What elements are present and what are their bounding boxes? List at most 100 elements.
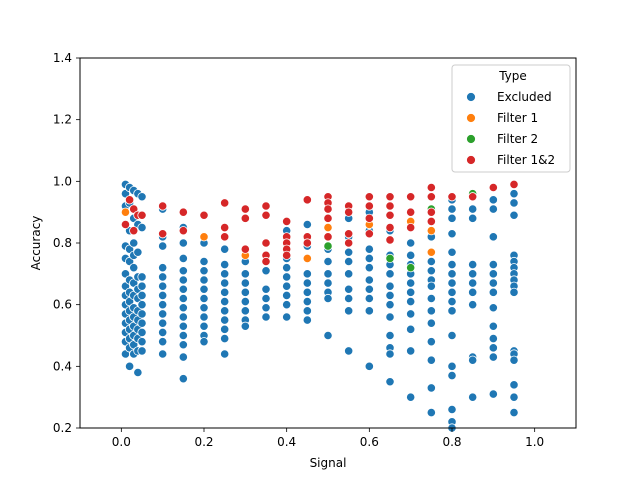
point-excluded-188 (406, 287, 416, 297)
point-filter-1-3 (302, 253, 312, 264)
point-excluded-113 (220, 333, 230, 344)
x-tick-label-2: 0.4 (277, 435, 296, 449)
point-excluded-69 (158, 263, 168, 273)
point-filter-1-2-46 (385, 222, 395, 233)
point-excluded-192 (406, 346, 416, 356)
point-filter-1-8 (426, 247, 436, 257)
point-excluded-70 (158, 272, 168, 282)
point-excluded-55 (137, 192, 147, 202)
legend-box (451, 64, 571, 173)
point-excluded-123 (261, 266, 271, 276)
y-tick-label-4: 1.0 (53, 174, 72, 188)
point-excluded-261 (509, 392, 519, 402)
point-excluded-92 (178, 374, 188, 384)
point-filter-1-2-45 (385, 210, 395, 220)
point-excluded-145 (323, 256, 333, 267)
point-excluded-196 (426, 266, 436, 276)
point-filter-1-2-44 (385, 201, 395, 211)
point-filter-1-2-41 (364, 213, 374, 223)
point-excluded-65 (137, 346, 147, 356)
point-excluded-75 (158, 318, 168, 328)
point-excluded-155 (344, 269, 354, 279)
point-excluded-133 (282, 290, 292, 301)
point-excluded-220 (447, 404, 457, 415)
point-excluded-237 (488, 259, 498, 270)
point-excluded-158 (344, 306, 354, 316)
point-filter-1-2-7 (158, 229, 168, 239)
point-excluded-229 (468, 287, 478, 297)
point-filter-1-2-26 (282, 250, 292, 260)
point-excluded-217 (447, 330, 457, 341)
point-excluded-147 (323, 278, 333, 288)
point-excluded-118 (240, 287, 250, 297)
y-tick-label-0: 0.2 (53, 421, 72, 435)
y-tick-label-3: 0.8 (53, 236, 72, 250)
point-excluded-242 (488, 321, 498, 331)
point-excluded-165 (364, 275, 374, 285)
point-excluded-139 (302, 278, 312, 288)
point-excluded-190 (406, 309, 416, 319)
legend-label-filter-1: Filter 1 (497, 111, 538, 125)
point-excluded-122 (240, 321, 250, 331)
point-excluded-168 (364, 306, 374, 316)
point-filter-1-2-27 (302, 195, 312, 205)
point-excluded-200 (426, 306, 436, 316)
point-excluded-210 (447, 247, 457, 257)
point-excluded-191 (406, 324, 416, 334)
point-excluded-78 (158, 349, 168, 359)
point-excluded-97 (199, 284, 209, 294)
point-excluded-202 (426, 337, 436, 347)
point-excluded-178 (385, 330, 395, 341)
point-excluded-28 (125, 361, 135, 371)
point-excluded-141 (302, 296, 312, 307)
point-excluded-232 (468, 355, 478, 365)
point-excluded-71 (158, 281, 168, 291)
point-excluded-138 (302, 269, 312, 279)
point-excluded-89 (178, 330, 188, 341)
point-excluded-101 (199, 321, 209, 331)
point-excluded-57 (137, 272, 147, 282)
point-filter-1-2-34 (323, 232, 333, 242)
point-filter-1-7 (426, 226, 436, 236)
point-excluded-132 (282, 281, 292, 291)
point-filter-1-2-19 (261, 238, 271, 248)
point-excluded-199 (426, 293, 436, 304)
point-filter-1-2-1 (125, 195, 135, 205)
point-excluded-85 (178, 293, 188, 304)
point-excluded-157 (344, 293, 354, 304)
point-filter-1-2-49 (406, 207, 416, 217)
point-excluded-159 (344, 346, 354, 356)
point-excluded-212 (447, 269, 457, 279)
point-excluded-204 (426, 383, 436, 393)
point-excluded-238 (488, 269, 498, 279)
point-excluded-99 (199, 303, 209, 313)
point-excluded-62 (137, 318, 147, 328)
point-filter-1-2-33 (323, 213, 333, 223)
point-excluded-150 (323, 330, 333, 341)
point-excluded-149 (323, 293, 333, 304)
point-excluded-146 (323, 269, 333, 279)
point-excluded-183 (406, 238, 416, 248)
point-excluded-180 (385, 349, 395, 359)
legend-marker-filter-1-2 (466, 155, 476, 165)
point-filter-2-2 (406, 263, 416, 273)
point-filter-1-2-43 (385, 192, 395, 202)
point-excluded-63 (137, 327, 147, 338)
point-excluded-246 (488, 389, 498, 399)
point-filter-1-2-16 (240, 244, 250, 254)
point-excluded-81 (178, 253, 188, 264)
x-tick-label-4: 0.8 (442, 435, 461, 449)
point-excluded-239 (488, 278, 498, 288)
y-tick-label-5: 1.2 (53, 113, 72, 127)
point-excluded-114 (220, 349, 230, 359)
point-filter-1-1 (199, 232, 209, 242)
point-filter-1-2-39 (364, 192, 374, 202)
point-filter-1-2-22 (282, 216, 292, 227)
point-excluded-211 (447, 259, 457, 270)
point-excluded-77 (158, 337, 168, 347)
point-filter-1-2-32 (323, 204, 333, 214)
point-excluded-134 (282, 300, 292, 310)
point-filter-1-2-14 (240, 204, 250, 214)
point-filter-1-2-5 (137, 210, 147, 220)
